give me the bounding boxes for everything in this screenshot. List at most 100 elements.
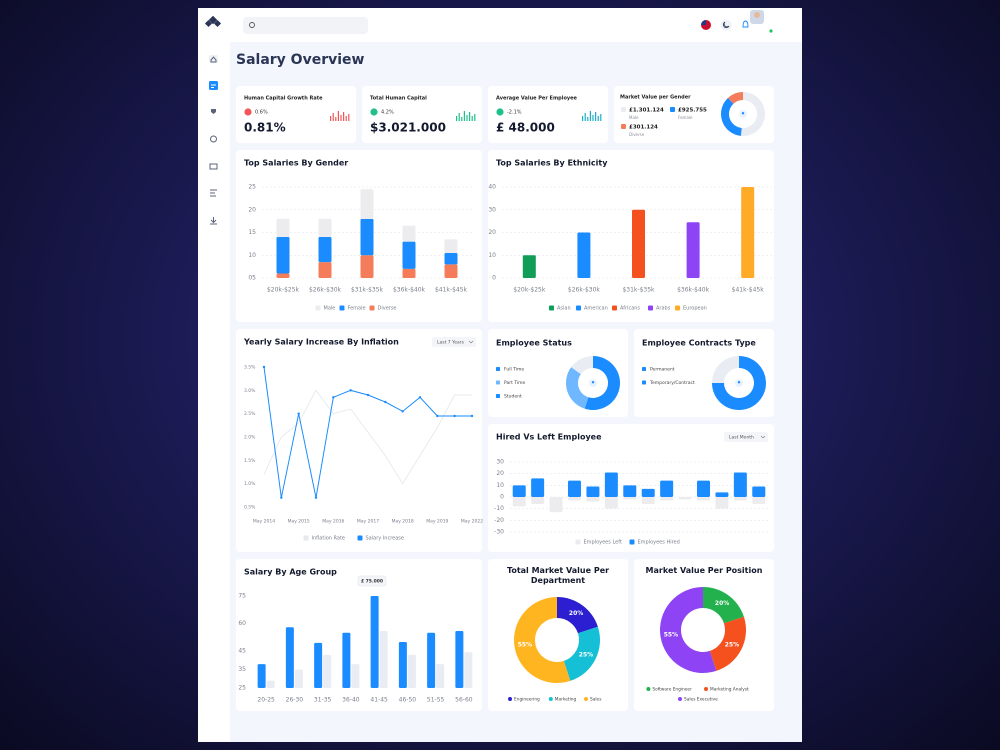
bell-icon[interactable] bbox=[742, 20, 749, 28]
bar bbox=[568, 497, 581, 501]
bar bbox=[276, 218, 290, 238]
x-tick-label: May 2015 bbox=[288, 519, 310, 525]
bar bbox=[444, 264, 458, 278]
card-title: Top Salaries By Gender bbox=[244, 159, 348, 168]
y-tick-label: 60 bbox=[238, 620, 246, 627]
x-tick-label: $41k-$45k bbox=[435, 287, 468, 294]
line-point bbox=[280, 496, 283, 499]
y-tick-label: 20 bbox=[248, 206, 256, 213]
y-tick-label: 1.0% bbox=[244, 481, 256, 487]
bar bbox=[586, 497, 600, 502]
bar bbox=[568, 480, 581, 497]
bar bbox=[660, 480, 674, 497]
x-tick-label: $20k-$25k bbox=[267, 287, 300, 294]
bar bbox=[436, 664, 445, 688]
legend-swatch bbox=[646, 687, 651, 691]
filter-dropdown[interactable] bbox=[432, 337, 476, 347]
bar bbox=[342, 632, 351, 688]
x-tick-label: $36k-$40k bbox=[393, 287, 426, 294]
sparkline-bar bbox=[343, 112, 345, 121]
kpi-trend-icon bbox=[244, 108, 252, 116]
line-point bbox=[366, 393, 370, 397]
bar bbox=[752, 486, 766, 497]
sidebar-icons bbox=[209, 55, 218, 225]
kpi-value: 0.81% bbox=[244, 121, 286, 135]
line-point bbox=[262, 365, 266, 369]
legend-label: Inflation Rate bbox=[312, 536, 346, 542]
sparkline-bar bbox=[584, 113, 586, 121]
donut-segment bbox=[557, 597, 598, 634]
y-tick-label: 0 bbox=[500, 494, 504, 501]
legend-swatch bbox=[612, 305, 617, 311]
card bbox=[488, 559, 628, 711]
legend-swatch bbox=[642, 367, 646, 371]
donut-center-person bbox=[737, 381, 741, 384]
bar bbox=[715, 492, 729, 497]
dropdown-caret bbox=[468, 340, 474, 344]
y-tick-label: 2.5% bbox=[244, 411, 256, 417]
card-title: Total Market Value Per Department bbox=[506, 566, 610, 585]
bar bbox=[549, 497, 563, 513]
y-tick-label: 45 bbox=[238, 648, 246, 655]
x-tick-label: May 2016 bbox=[322, 519, 344, 525]
legend-swatch bbox=[678, 697, 682, 701]
legend-swatch bbox=[548, 697, 553, 701]
x-tick-label: $36k-$40k bbox=[677, 287, 710, 294]
card-title: Salary By Age Group bbox=[244, 568, 337, 577]
y-tick-label: -20 bbox=[494, 517, 504, 524]
bar bbox=[577, 232, 591, 278]
y-tick-label: 75 bbox=[238, 593, 246, 600]
donut-label: 20% bbox=[569, 610, 583, 617]
y-tick-label: 2.0% bbox=[244, 435, 256, 441]
theme-toggle[interactable] bbox=[720, 19, 732, 31]
legend-label: Engineering bbox=[514, 697, 540, 703]
legend-swatch bbox=[621, 107, 626, 112]
y-tick-label: 1.5% bbox=[244, 458, 256, 464]
bar bbox=[257, 664, 266, 688]
sparkline-bar bbox=[466, 115, 468, 121]
sparkline-bar bbox=[474, 114, 476, 121]
card-title: Hired Vs Left Employee bbox=[496, 433, 602, 442]
bar bbox=[733, 472, 747, 497]
filter-dropdown[interactable] bbox=[724, 432, 768, 442]
card bbox=[634, 329, 774, 417]
flag-icon[interactable] bbox=[701, 20, 711, 30]
x-tick-label: 41-45 bbox=[370, 697, 388, 704]
x-tick-label: $31k-$35k bbox=[622, 287, 655, 294]
sparkline-bar bbox=[461, 117, 463, 121]
kpi-change: 0.6% bbox=[255, 110, 268, 116]
card-title-box: Total Market Value Per Department bbox=[506, 566, 610, 585]
online-dot bbox=[769, 29, 773, 33]
card-title-box: Market Value Per Position bbox=[646, 566, 763, 575]
card-title: Employee Status bbox=[496, 339, 572, 348]
bar bbox=[678, 497, 692, 500]
legend-label: Marketing Analyst bbox=[710, 687, 749, 693]
bar bbox=[641, 497, 655, 504]
search-box[interactable] bbox=[243, 17, 368, 34]
y-tick-label: 0 bbox=[492, 275, 496, 282]
kpi-title: Human Capital Growth Rate bbox=[244, 96, 323, 102]
legend-label: Temporary/Contract bbox=[649, 380, 695, 386]
kpi-trend-icon bbox=[370, 108, 378, 116]
card-title: Yearly Salary Increase By Inflation bbox=[243, 338, 399, 347]
legend-label: Full Time bbox=[504, 367, 524, 373]
bar bbox=[294, 669, 303, 688]
bar bbox=[733, 497, 747, 501]
legend-label: Marketing bbox=[555, 697, 577, 703]
kpi-change: -2.1% bbox=[507, 110, 522, 116]
legend-swatch bbox=[621, 124, 626, 129]
bar bbox=[402, 268, 416, 278]
sparkline-bar bbox=[471, 116, 473, 121]
legend-label: European bbox=[683, 306, 707, 312]
x-tick-label: $26k-$30k bbox=[568, 287, 601, 294]
line-point bbox=[453, 414, 456, 418]
sparkline-bar bbox=[340, 115, 342, 121]
filter-label: Last 7 Years bbox=[437, 340, 465, 346]
legend-label: Africans bbox=[620, 306, 640, 312]
legend-label: Employees Hired bbox=[638, 540, 680, 546]
sparkline-bar bbox=[332, 113, 334, 121]
x-tick-label: 56-60 bbox=[455, 697, 473, 704]
legend-label: Diverse bbox=[629, 132, 645, 137]
legend-swatch bbox=[496, 367, 500, 371]
